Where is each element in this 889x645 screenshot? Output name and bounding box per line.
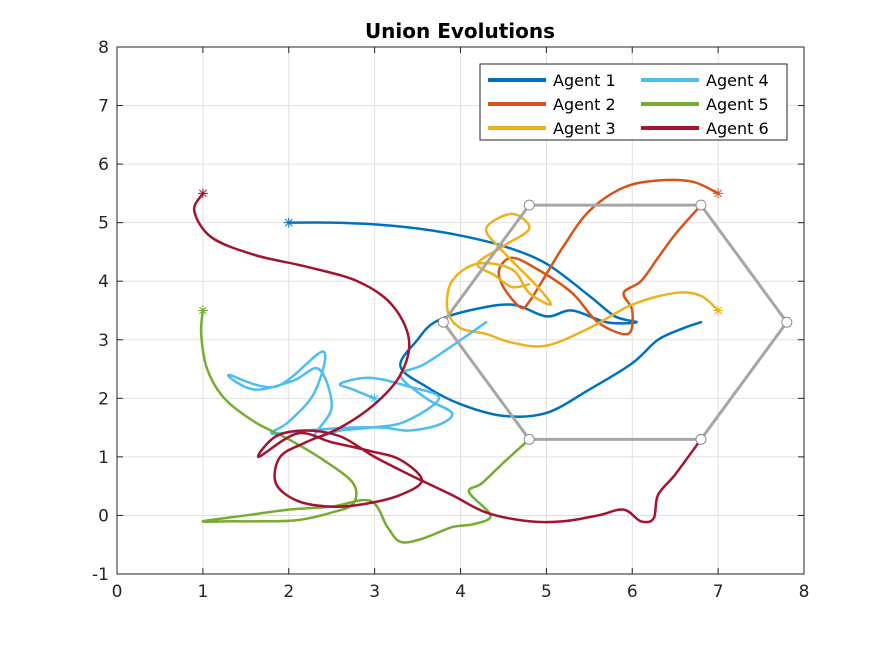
agent-4-trajectory bbox=[227, 320, 488, 439]
legend-label-agent-1: Agent 1 bbox=[553, 71, 616, 90]
x-tick-label: 7 bbox=[713, 582, 724, 602]
x-tick-label: 5 bbox=[541, 582, 552, 602]
y-tick-label: 2 bbox=[98, 389, 109, 409]
agent-5-trajectory bbox=[199, 309, 531, 544]
agent-trajectories bbox=[192, 178, 724, 544]
agent-1-start-marker bbox=[283, 217, 294, 228]
x-tick-label: 2 bbox=[283, 582, 294, 602]
x-tick-label: 1 bbox=[197, 582, 208, 602]
agent-3-trajectory bbox=[445, 212, 720, 348]
legend-label-agent-4: Agent 4 bbox=[706, 71, 769, 90]
legend: Agent 1 Agent 2 Agent 3 Agent 4 Agent 5 Agent… bbox=[479, 63, 788, 141]
formation-vertex bbox=[695, 433, 707, 445]
x-tick-label: 4 bbox=[455, 582, 466, 602]
legend-label-agent-5: Agent 5 bbox=[706, 95, 769, 114]
x-tick-label: 0 bbox=[112, 582, 123, 602]
y-tick-label: 0 bbox=[98, 506, 109, 526]
x-tick-label: 6 bbox=[627, 582, 638, 602]
formation-vertex bbox=[695, 199, 707, 211]
agent-1-trajectory bbox=[287, 221, 703, 419]
y-tick-label: 8 bbox=[98, 38, 109, 58]
agent-2-start-marker bbox=[713, 188, 724, 199]
legend-label-agent-3: Agent 3 bbox=[553, 119, 616, 138]
agent-5-start-marker bbox=[197, 305, 208, 316]
y-tick-label: 5 bbox=[98, 214, 109, 234]
agent-6-trajectory bbox=[192, 192, 703, 524]
formation-vertex bbox=[523, 199, 535, 211]
agent-6-start-marker bbox=[197, 188, 208, 199]
y-tick-label: 1 bbox=[98, 448, 109, 468]
legend-label-agent-6: Agent 6 bbox=[706, 119, 769, 138]
x-tick-label: 8 bbox=[799, 582, 810, 602]
legend-label-agent-2: Agent 2 bbox=[553, 95, 616, 114]
y-tick-label: -1 bbox=[92, 565, 109, 585]
y-tick-label: 4 bbox=[98, 272, 109, 292]
y-tick-label: 7 bbox=[98, 97, 109, 117]
y-tick-label: 3 bbox=[98, 331, 109, 351]
y-tick-label: 6 bbox=[98, 155, 109, 175]
formation-vertex bbox=[781, 316, 793, 328]
agent-2-trajectory bbox=[497, 178, 720, 336]
formation-vertex bbox=[437, 316, 449, 328]
formation-vertex bbox=[523, 433, 535, 445]
target-formation bbox=[437, 199, 793, 445]
chart-title: Union Evolutions bbox=[365, 19, 555, 43]
x-tick-label: 3 bbox=[369, 582, 380, 602]
agent-3-start-marker bbox=[713, 305, 724, 316]
